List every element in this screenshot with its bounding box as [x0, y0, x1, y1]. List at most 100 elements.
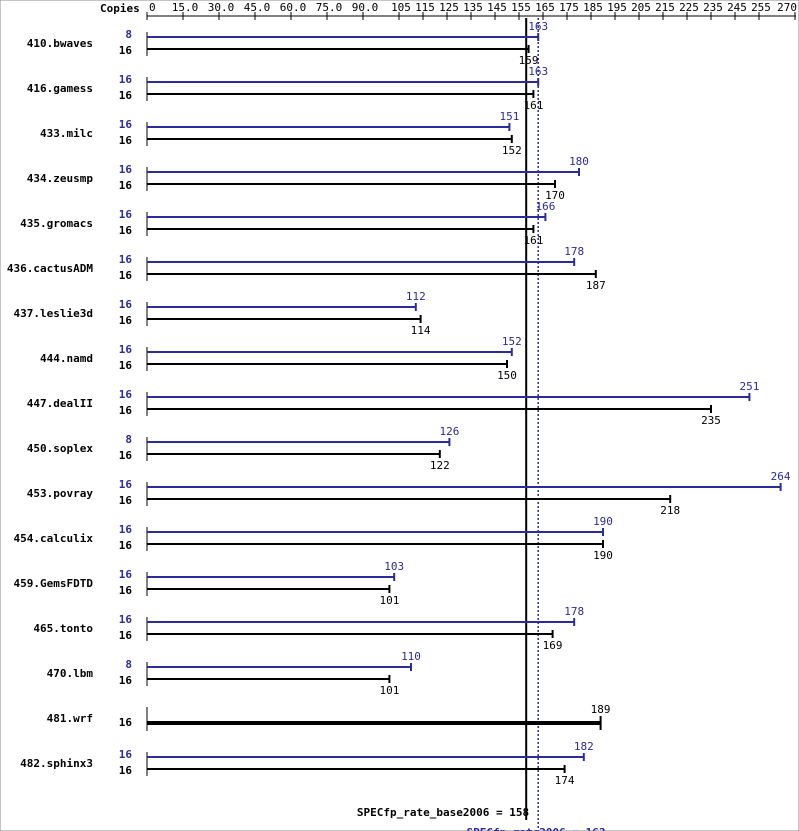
bar — [147, 318, 421, 320]
value-label: 235 — [701, 414, 721, 427]
category-label: 437.leslie3d — [14, 307, 93, 320]
value-label: 159 — [519, 54, 539, 67]
value-label: 110 — [401, 650, 421, 663]
copies-label: 16 — [119, 298, 133, 311]
bar — [147, 216, 546, 218]
x-tick-label: 225 — [679, 1, 699, 14]
category-label: 410.bwaves — [27, 37, 93, 50]
category-label: 481.wrf — [47, 712, 93, 725]
value-label: 122 — [430, 459, 450, 472]
value-label: 190 — [593, 515, 613, 528]
value-label: 169 — [543, 639, 563, 652]
bar — [147, 666, 411, 668]
copies-label: 16 — [119, 478, 133, 491]
bar — [147, 531, 603, 533]
bar — [147, 351, 512, 353]
copies-label: 16 — [119, 163, 133, 176]
bar — [147, 453, 440, 455]
category-label: 436.cactusADM — [7, 262, 93, 275]
category-label: 454.calculix — [14, 532, 94, 545]
value-label: 218 — [660, 504, 680, 517]
value-label: 190 — [593, 549, 613, 562]
x-tick-label: 165 — [535, 1, 555, 14]
copies-label: 16 — [119, 764, 133, 777]
category-label: 470.lbm — [47, 667, 94, 680]
value-label: 112 — [406, 290, 426, 303]
x-tick-label: 60.0 — [280, 1, 307, 14]
value-label: 161 — [523, 99, 543, 112]
x-tick-label: 105 — [391, 1, 411, 14]
bar — [147, 261, 575, 263]
copies-label: 16 — [119, 134, 133, 147]
x-tick-label: 45.0 — [244, 1, 271, 14]
copies-label: 8 — [125, 433, 132, 446]
copies-label: 16 — [119, 44, 133, 57]
copies-label: 16 — [119, 118, 133, 131]
value-label: 163 — [528, 20, 548, 33]
value-label: 161 — [523, 234, 543, 247]
copies-label: 16 — [119, 613, 133, 626]
category-label: 435.gromacs — [20, 217, 93, 230]
bar — [147, 306, 416, 308]
value-label: 264 — [771, 470, 791, 483]
copies-label: 16 — [119, 208, 133, 221]
category-label: 482.sphinx3 — [20, 757, 93, 770]
bar — [147, 171, 579, 173]
value-label: 182 — [574, 740, 594, 753]
x-tick-label: 195 — [607, 1, 627, 14]
bar — [147, 273, 596, 275]
bar — [147, 81, 539, 83]
bar — [147, 756, 584, 758]
copies-label: 16 — [119, 179, 133, 192]
category-label: 447.dealII — [27, 397, 93, 410]
value-label: 152 — [502, 335, 522, 348]
x-tick-label: 155 — [511, 1, 531, 14]
category-label: 434.zeusmp — [27, 172, 94, 185]
x-tick-label: 205 — [631, 1, 651, 14]
copies-label: 16 — [119, 343, 133, 356]
copies-label: 16 — [119, 359, 133, 372]
value-label: 103 — [384, 560, 404, 573]
bar — [147, 396, 750, 398]
bar — [147, 408, 711, 410]
bar — [147, 768, 565, 770]
copies-label: 16 — [119, 89, 133, 102]
value-label: 187 — [586, 279, 606, 292]
copies-label: 16 — [119, 224, 133, 237]
bar — [147, 633, 553, 635]
copies-label: 8 — [125, 658, 132, 671]
copies-label: 16 — [119, 73, 133, 86]
bar — [147, 93, 534, 95]
x-tick-label: 125 — [439, 1, 459, 14]
copies-label: 8 — [125, 28, 132, 41]
copies-label: 16 — [119, 404, 133, 417]
category-label: 450.soplex — [27, 442, 94, 455]
bar — [147, 486, 781, 488]
x-tick-label: 0 — [149, 1, 156, 14]
copies-label: 16 — [119, 568, 133, 581]
value-label: 101 — [379, 594, 399, 607]
x-tick-label: 145 — [487, 1, 507, 14]
value-label: 152 — [502, 144, 522, 157]
bar — [147, 363, 507, 365]
value-label: 178 — [564, 245, 584, 258]
copies-label: 16 — [119, 716, 133, 729]
copies-label: 16 — [119, 539, 133, 552]
copies-label: 16 — [119, 314, 133, 327]
copies-label: 16 — [119, 449, 133, 462]
bar — [147, 48, 529, 50]
x-tick-label: 30.0 — [208, 1, 235, 14]
value-label: 150 — [497, 369, 517, 382]
value-label: 180 — [569, 155, 589, 168]
x-tick-label: 235 — [703, 1, 723, 14]
copies-label: 16 — [119, 388, 133, 401]
x-tick-label: 270 — [777, 1, 797, 14]
value-label: 178 — [564, 605, 584, 618]
value-label: 174 — [555, 774, 575, 787]
bar — [147, 678, 390, 680]
value-label: 166 — [535, 200, 555, 213]
value-label: 170 — [545, 189, 565, 202]
value-label: 251 — [739, 380, 759, 393]
copies-label: 16 — [119, 494, 133, 507]
x-tick-label: 185 — [583, 1, 603, 14]
